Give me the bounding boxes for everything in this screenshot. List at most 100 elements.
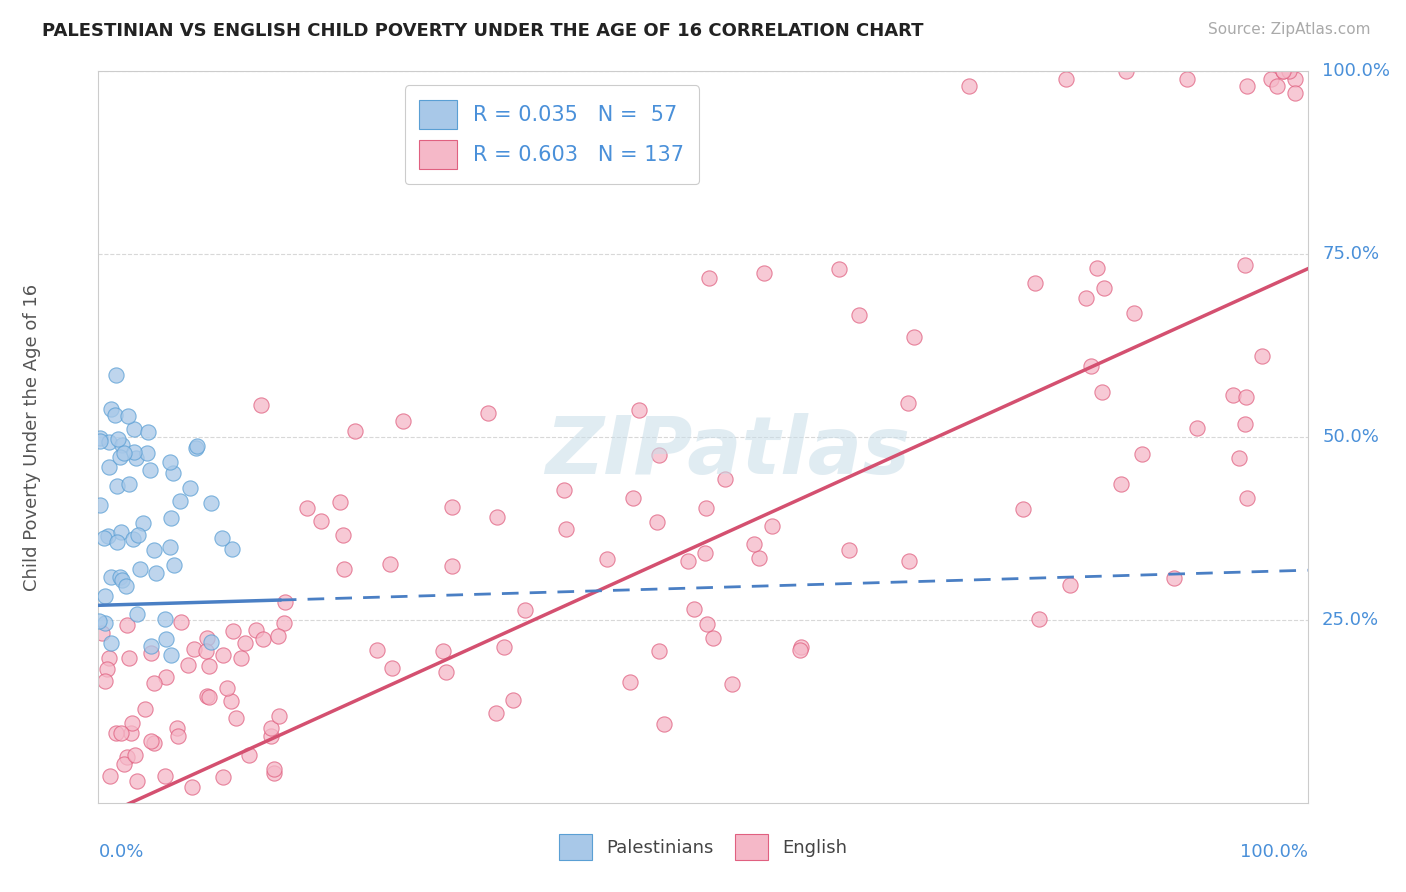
- Point: [366, 643, 388, 657]
- Point: [621, 491, 644, 506]
- Point: [145, 566, 167, 581]
- Point: [381, 661, 404, 675]
- Point: [1284, 87, 1306, 101]
- Point: [742, 536, 765, 550]
- Point: [105, 479, 128, 493]
- Point: [596, 552, 619, 566]
- Point: [329, 495, 352, 509]
- Text: 100.0%: 100.0%: [1322, 62, 1391, 80]
- Point: [343, 424, 366, 438]
- Point: [693, 546, 716, 560]
- Point: [1234, 390, 1257, 404]
- Point: [754, 266, 776, 280]
- Point: [112, 757, 135, 772]
- Point: [332, 528, 354, 542]
- Point: [721, 677, 744, 691]
- Point: [98, 769, 121, 783]
- Point: [110, 525, 132, 540]
- Point: [183, 641, 205, 656]
- Point: [273, 595, 295, 609]
- Point: [139, 463, 162, 477]
- Point: [159, 648, 181, 662]
- Point: [162, 466, 184, 480]
- Point: [1122, 306, 1144, 320]
- Point: [827, 261, 849, 276]
- Point: [117, 476, 139, 491]
- Point: [122, 444, 145, 458]
- Point: [761, 518, 783, 533]
- Point: [714, 472, 737, 486]
- Point: [1251, 349, 1274, 363]
- Point: [122, 422, 145, 436]
- Point: [1115, 64, 1137, 78]
- Point: [380, 558, 402, 572]
- Point: [211, 531, 233, 545]
- Point: [159, 455, 181, 469]
- Point: [115, 750, 138, 764]
- Point: [100, 570, 122, 584]
- Point: [170, 615, 193, 629]
- Point: [142, 735, 165, 749]
- Point: [502, 693, 524, 707]
- Point: [553, 483, 575, 497]
- Point: [697, 271, 720, 285]
- Point: [898, 554, 921, 568]
- Point: [252, 632, 274, 646]
- Point: [1091, 384, 1114, 399]
- Point: [136, 425, 159, 440]
- Point: [97, 650, 120, 665]
- Point: [200, 496, 222, 510]
- Point: [1234, 417, 1257, 432]
- Point: [100, 402, 122, 417]
- Point: [96, 662, 118, 676]
- Point: [87, 615, 110, 629]
- Point: [627, 402, 650, 417]
- Point: [153, 769, 176, 783]
- Point: [676, 554, 699, 568]
- Point: [139, 639, 162, 653]
- Point: [93, 673, 115, 688]
- Point: [127, 527, 149, 541]
- Point: [94, 615, 117, 630]
- Legend: Palestinians, English: Palestinians, English: [551, 827, 855, 867]
- Point: [1012, 501, 1035, 516]
- Point: [89, 431, 111, 445]
- Point: [212, 648, 235, 662]
- Point: [132, 516, 155, 530]
- Point: [97, 528, 120, 542]
- Point: [1175, 71, 1198, 86]
- Point: [295, 501, 318, 516]
- Point: [169, 494, 191, 508]
- Point: [105, 534, 128, 549]
- Point: [93, 531, 115, 545]
- Point: [143, 543, 166, 558]
- Point: [897, 395, 920, 409]
- Point: [197, 631, 219, 645]
- Point: [1111, 477, 1133, 491]
- Point: [513, 603, 536, 617]
- Point: [1272, 64, 1295, 78]
- Point: [554, 522, 576, 536]
- Point: [492, 640, 515, 654]
- Point: [125, 773, 148, 788]
- Point: [197, 658, 219, 673]
- Point: [111, 573, 134, 587]
- Point: [167, 729, 190, 743]
- Point: [838, 542, 860, 557]
- Point: [1227, 451, 1250, 466]
- Text: PALESTINIAN VS ENGLISH CHILD POVERTY UNDER THE AGE OF 16 CORRELATION CHART: PALESTINIAN VS ENGLISH CHILD POVERTY UND…: [42, 22, 924, 40]
- Point: [141, 734, 163, 748]
- Point: [104, 368, 127, 383]
- Point: [215, 681, 238, 695]
- Point: [200, 635, 222, 649]
- Point: [1236, 78, 1258, 93]
- Point: [135, 445, 157, 459]
- Point: [153, 612, 176, 626]
- Point: [104, 408, 127, 422]
- Point: [748, 551, 770, 566]
- Point: [225, 710, 247, 724]
- Point: [695, 500, 717, 515]
- Point: [645, 515, 668, 529]
- Point: [166, 721, 188, 735]
- Point: [184, 442, 207, 456]
